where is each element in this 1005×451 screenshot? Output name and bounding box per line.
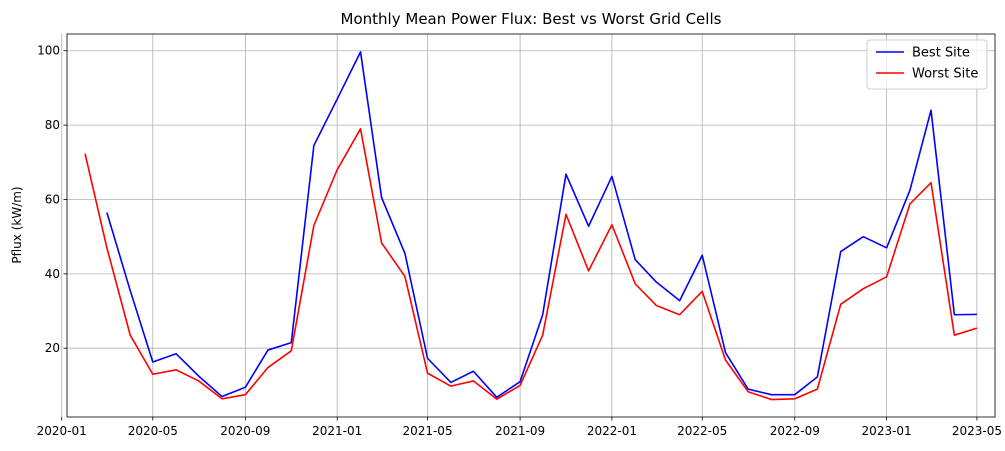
y-tick-label: 80 xyxy=(45,118,60,132)
y-axis-label: Pflux (kW/m) xyxy=(10,186,24,263)
x-tick-label: 2022-05 xyxy=(677,424,727,438)
y-tick-label: 20 xyxy=(45,341,60,355)
x-tick-label: 2020-09 xyxy=(220,424,270,438)
grid-lines xyxy=(61,34,995,417)
y-tick-label: 60 xyxy=(45,192,60,206)
series-line-best-site xyxy=(106,51,977,399)
x-tick-label: 2023-01 xyxy=(862,424,912,438)
x-tick-label: 2022-01 xyxy=(587,424,637,438)
y-tick-label: 40 xyxy=(45,267,60,281)
legend-label-best-site: Best Site xyxy=(912,46,970,61)
legend-label-worst-site: Worst Site xyxy=(912,67,978,82)
x-tick-label: 2021-09 xyxy=(495,424,545,438)
y-tick-label: 100 xyxy=(37,44,60,58)
legend: Best Site Worst Site xyxy=(866,39,988,90)
x-tick-label: 2021-01 xyxy=(312,424,362,438)
axis-ticks: 20 40 60 80 100 2020-01 2020-05 2020-09 2021-01 2… xyxy=(37,44,1002,438)
x-tick-label: 2023-05 xyxy=(952,424,1002,438)
x-tick-label: 2020-01 xyxy=(37,424,87,438)
chart-title: Monthly Mean Power Flux: Best vs Worst G… xyxy=(341,10,722,28)
x-tick-label: 2022-09 xyxy=(770,424,820,438)
series-line-worst-site xyxy=(84,128,978,401)
x-tick-label: 2020-05 xyxy=(128,424,178,438)
series-lines xyxy=(84,51,978,401)
plot-frame xyxy=(66,33,996,418)
x-tick-label: 2021-05 xyxy=(402,424,452,438)
